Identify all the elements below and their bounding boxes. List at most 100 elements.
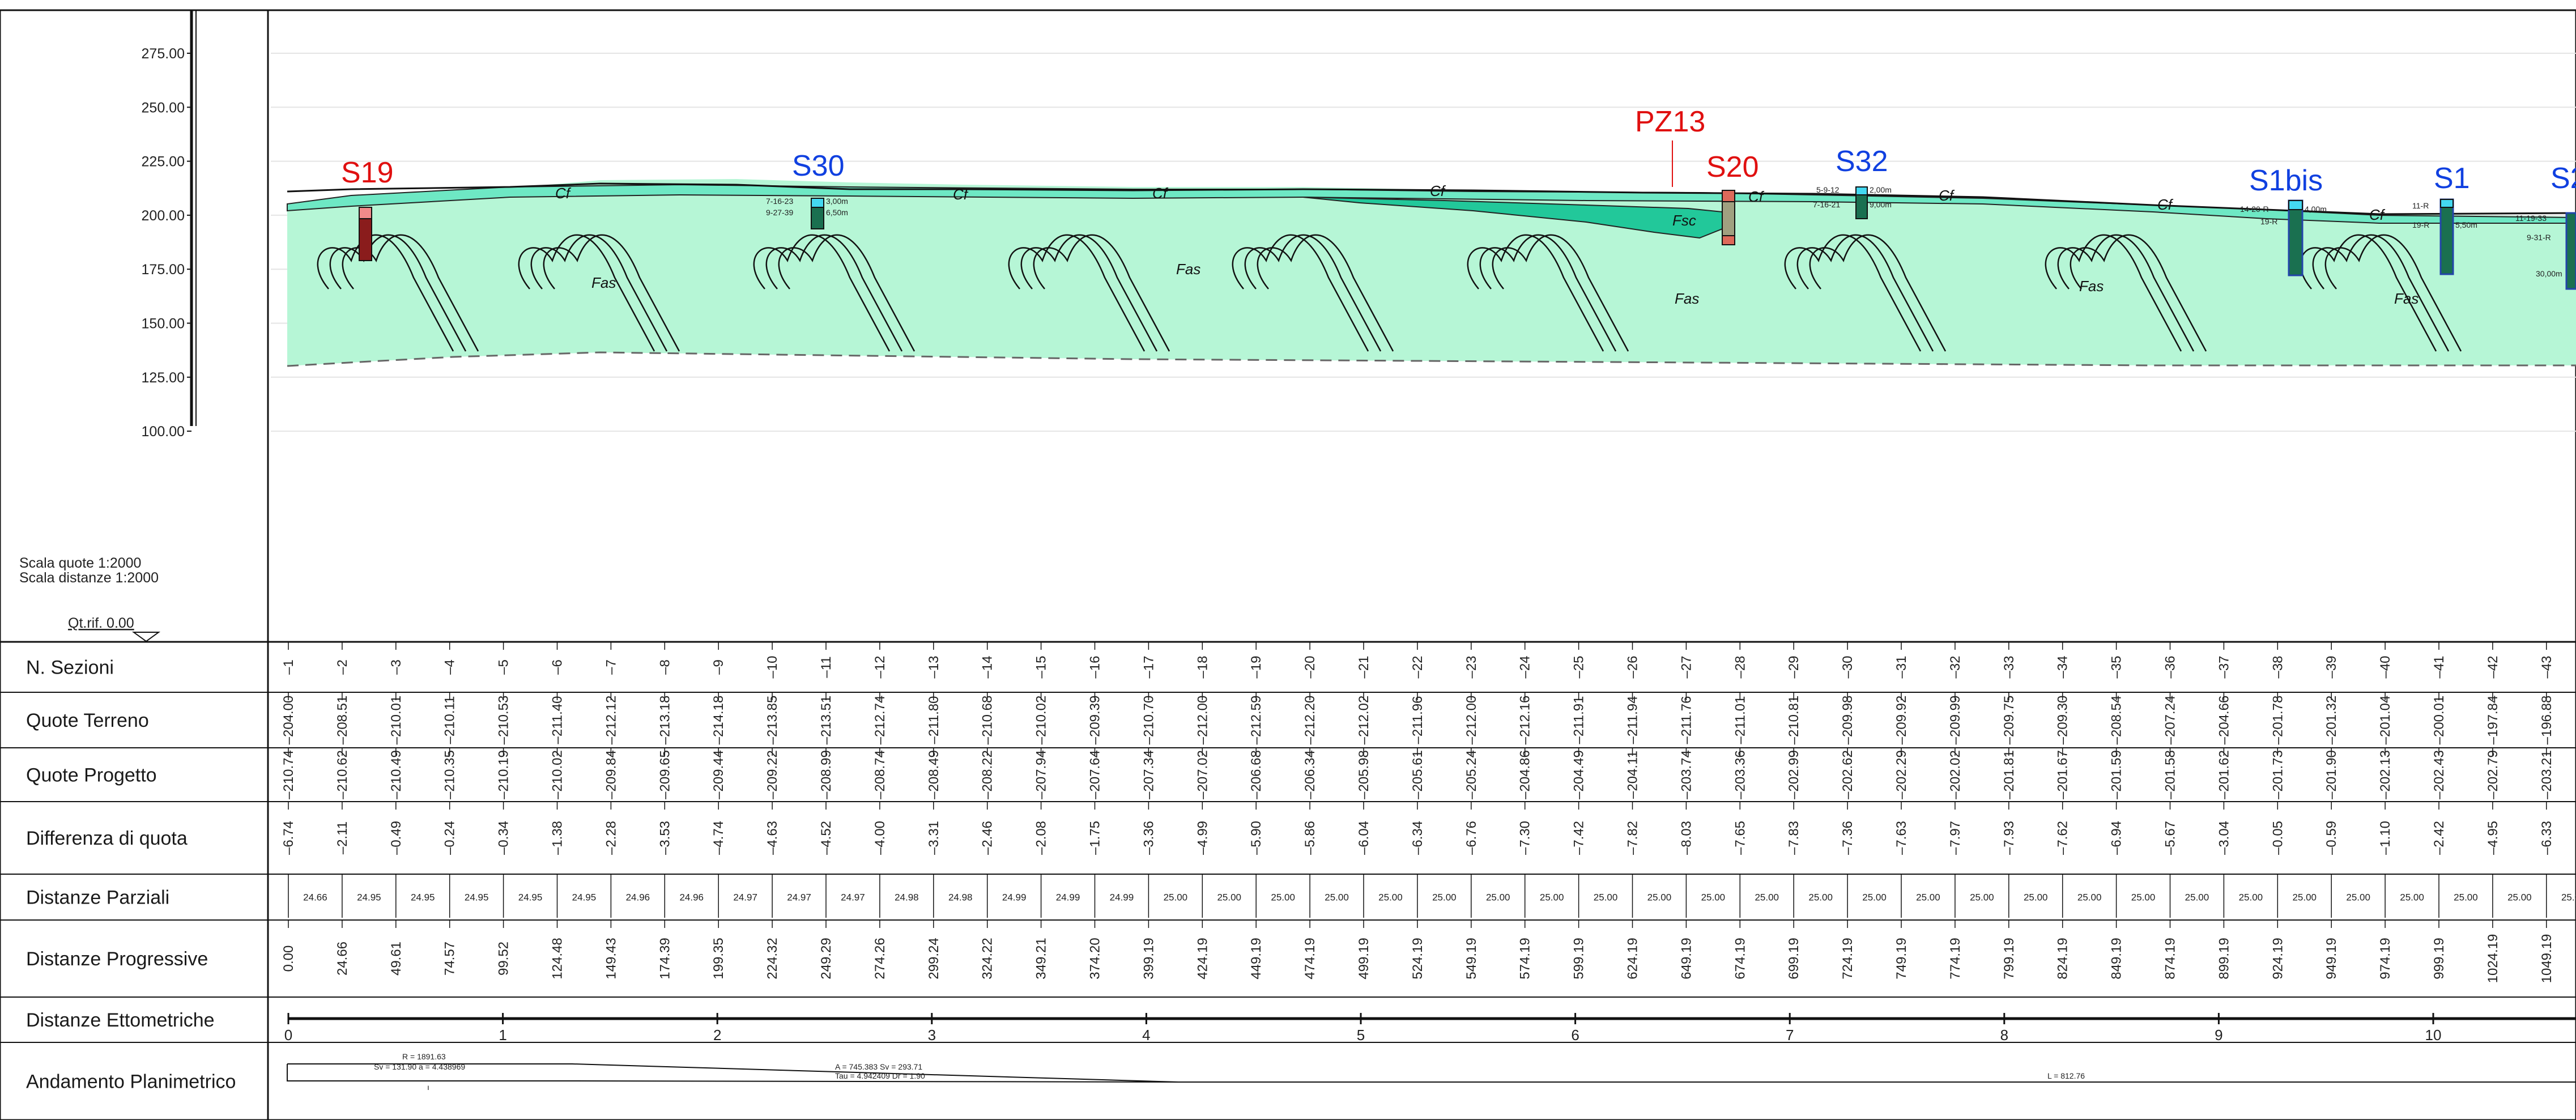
table-cell-parziali: 25.00 [1378,892,1403,903]
spt-annotation: 7-16-23 [766,197,793,206]
table-cell-sezioni: –37 [2216,655,2232,678]
spt-annotation: 5-9-12 [1816,185,1840,194]
table-cell-quote-terreno: –196.88 [2539,696,2554,745]
table-cell-differenza: –7.62 [2055,821,2071,855]
table-cell-parziali: 24.95 [518,892,543,903]
table-cell-progressive: 524.19 [1410,938,1425,979]
table-cell-progressive: 999.19 [2432,938,2447,979]
table-row-label: Quote Progetto [26,765,157,786]
table-cell-quote-terreno: –207.24 [2163,696,2178,745]
table-cell-quote-progetto: –206.34 [1302,750,1318,799]
table-cell-quote-progetto: –209.65 [657,750,672,799]
table-row-label: Distanze Ettometriche [26,1010,215,1031]
table-cell-progressive: 774.19 [1948,938,1963,979]
depth-annotation: 9,00m [1870,200,1892,209]
table-cell-differenza: –3.31 [926,821,942,855]
table-cell-parziali: 25.00 [2077,892,2102,903]
table-cell-quote-progetto: –201.58 [2163,750,2178,799]
table-cell-progressive: 649.19 [1679,938,1694,979]
table-cell-parziali: 24.99 [1110,892,1134,903]
table-cell-parziali: 24.97 [787,892,811,903]
table-cell-differenza: –7.97 [1948,821,1963,855]
table-cell-quote-terreno: –201.78 [2270,696,2285,745]
table-cell-progressive: 0.00 [281,946,296,972]
table-cell-quote-progetto: –201.62 [2216,750,2232,799]
elevation-tick-label: 125.00 [142,370,185,386]
table-cell-quote-progetto: –204.49 [1572,750,1587,799]
table-cell-quote-terreno: –214.18 [711,696,726,745]
table-cell-progressive: 874.19 [2163,938,2178,979]
table-cell-parziali: 25.00 [1647,892,1672,903]
table-cell-differenza: –6.74 [281,821,296,855]
table-cell-quote-terreno: –212.20 [1302,696,1318,745]
table-cell-sezioni: –19 [1249,655,1264,678]
table-cell-quote-progetto: –204.11 [1625,751,1641,799]
table-cell-progressive: 924.19 [2270,938,2285,979]
table-cell-parziali: 24.96 [679,892,704,903]
table-cell-quote-progetto: –202.99 [1786,750,1802,799]
s1bis-column-top [2288,200,2303,210]
borehole-columns [359,140,2576,290]
curve1-radius: R = 1891.63 [402,1052,446,1061]
table-cell-sezioni: –43 [2539,655,2554,678]
fold-symbols [317,234,2462,352]
table-cell-differenza: –3.53 [657,821,672,855]
table-cell-quote-terreno: –209.30 [2055,696,2071,745]
table-cell-quote-terreno: –211.91 [1572,696,1587,744]
borehole-label-s2: S2 [2551,162,2576,195]
table-cell-quote-terreno: –211.96 [1410,696,1425,744]
fold-symbol-icon [1784,234,1947,352]
table-cell-differenza: –6.04 [1356,821,1372,855]
table-cell-sezioni: –1 [281,659,296,675]
table-cell-differenza: –0.49 [389,821,404,855]
ettometric-label: 10 [2425,1027,2442,1044]
table-cell-differenza: –4.52 [819,821,834,855]
table-cell-parziali: 25.00 [2292,892,2317,903]
table-cell-sezioni: –17 [1141,655,1156,678]
table-cell-progressive: 949.19 [2324,938,2339,979]
table-cell-quote-terreno: –209.98 [1840,696,1855,745]
table-cell-parziali: 25.00 [1808,892,1833,903]
table-cell-quote-progetto: –201.59 [2109,750,2124,799]
table-cell-differenza: –5.90 [1249,821,1264,855]
table-cell-parziali: 25.00 [2185,892,2209,903]
table-cell-quote-progetto: –205.98 [1356,750,1372,799]
table-cell-progressive: 674.19 [1732,938,1748,979]
ettometric-label: 3 [928,1027,936,1044]
table-cell-progressive: 349.21 [1034,938,1049,979]
table-cell-parziali: 25.00 [1594,892,1618,903]
tick-mark: ı [427,1083,429,1092]
ettometric-label: 5 [1357,1027,1365,1044]
cf-unit-upper-band [287,184,2576,224]
fold-symbol-icon [1232,234,1394,352]
table-cell-progressive: 549.19 [1464,938,1479,979]
table-cell-parziali: 25.00 [1916,892,1940,903]
elevation-tick-label: 175.00 [142,262,185,278]
table-cell-quote-progetto: –203.74 [1679,750,1694,799]
reference-level-label: Qt.rif. 0.00 [68,615,134,631]
table-cell-sezioni: –33 [2002,655,2017,678]
table-cell-quote-progetto: –208.74 [872,750,888,799]
table-cell-parziali: 24.95 [572,892,597,903]
table-cell-parziali: 25.00 [1271,892,1295,903]
table-cell-quote-progetto: –210.19 [496,750,512,799]
fold-symbol-icon [753,234,916,352]
table-cell-sezioni: –20 [1302,655,1318,678]
table-cell-sezioni: –15 [1034,655,1049,678]
table-cell-progressive: 1024.19 [2485,934,2501,983]
table-cell-quote-progetto: –204.86 [1518,750,1533,799]
s20-column-mid [1722,201,1735,236]
table-cell-parziali: 24.95 [465,892,489,903]
table-cell-differenza: –2.42 [2432,821,2447,855]
elevation-tick-label: 200.00 [142,208,185,224]
geo-label-fas: Fas [591,274,616,291]
table-cell-parziali: 25.00 [2024,892,2048,903]
table-cell-sezioni: –2 [335,659,350,675]
table-cell-quote-progetto: –202.43 [2432,750,2447,799]
table-cell-progressive: 374.20 [1088,938,1103,979]
spt-annotation: 9-31-R [2527,233,2551,242]
geo-label-cf: Cf [2369,206,2386,223]
table-cell-progressive: 624.19 [1625,938,1641,979]
elevation-tick-label: 275.00 [142,46,185,62]
table-cell-progressive: 599.19 [1572,938,1587,979]
